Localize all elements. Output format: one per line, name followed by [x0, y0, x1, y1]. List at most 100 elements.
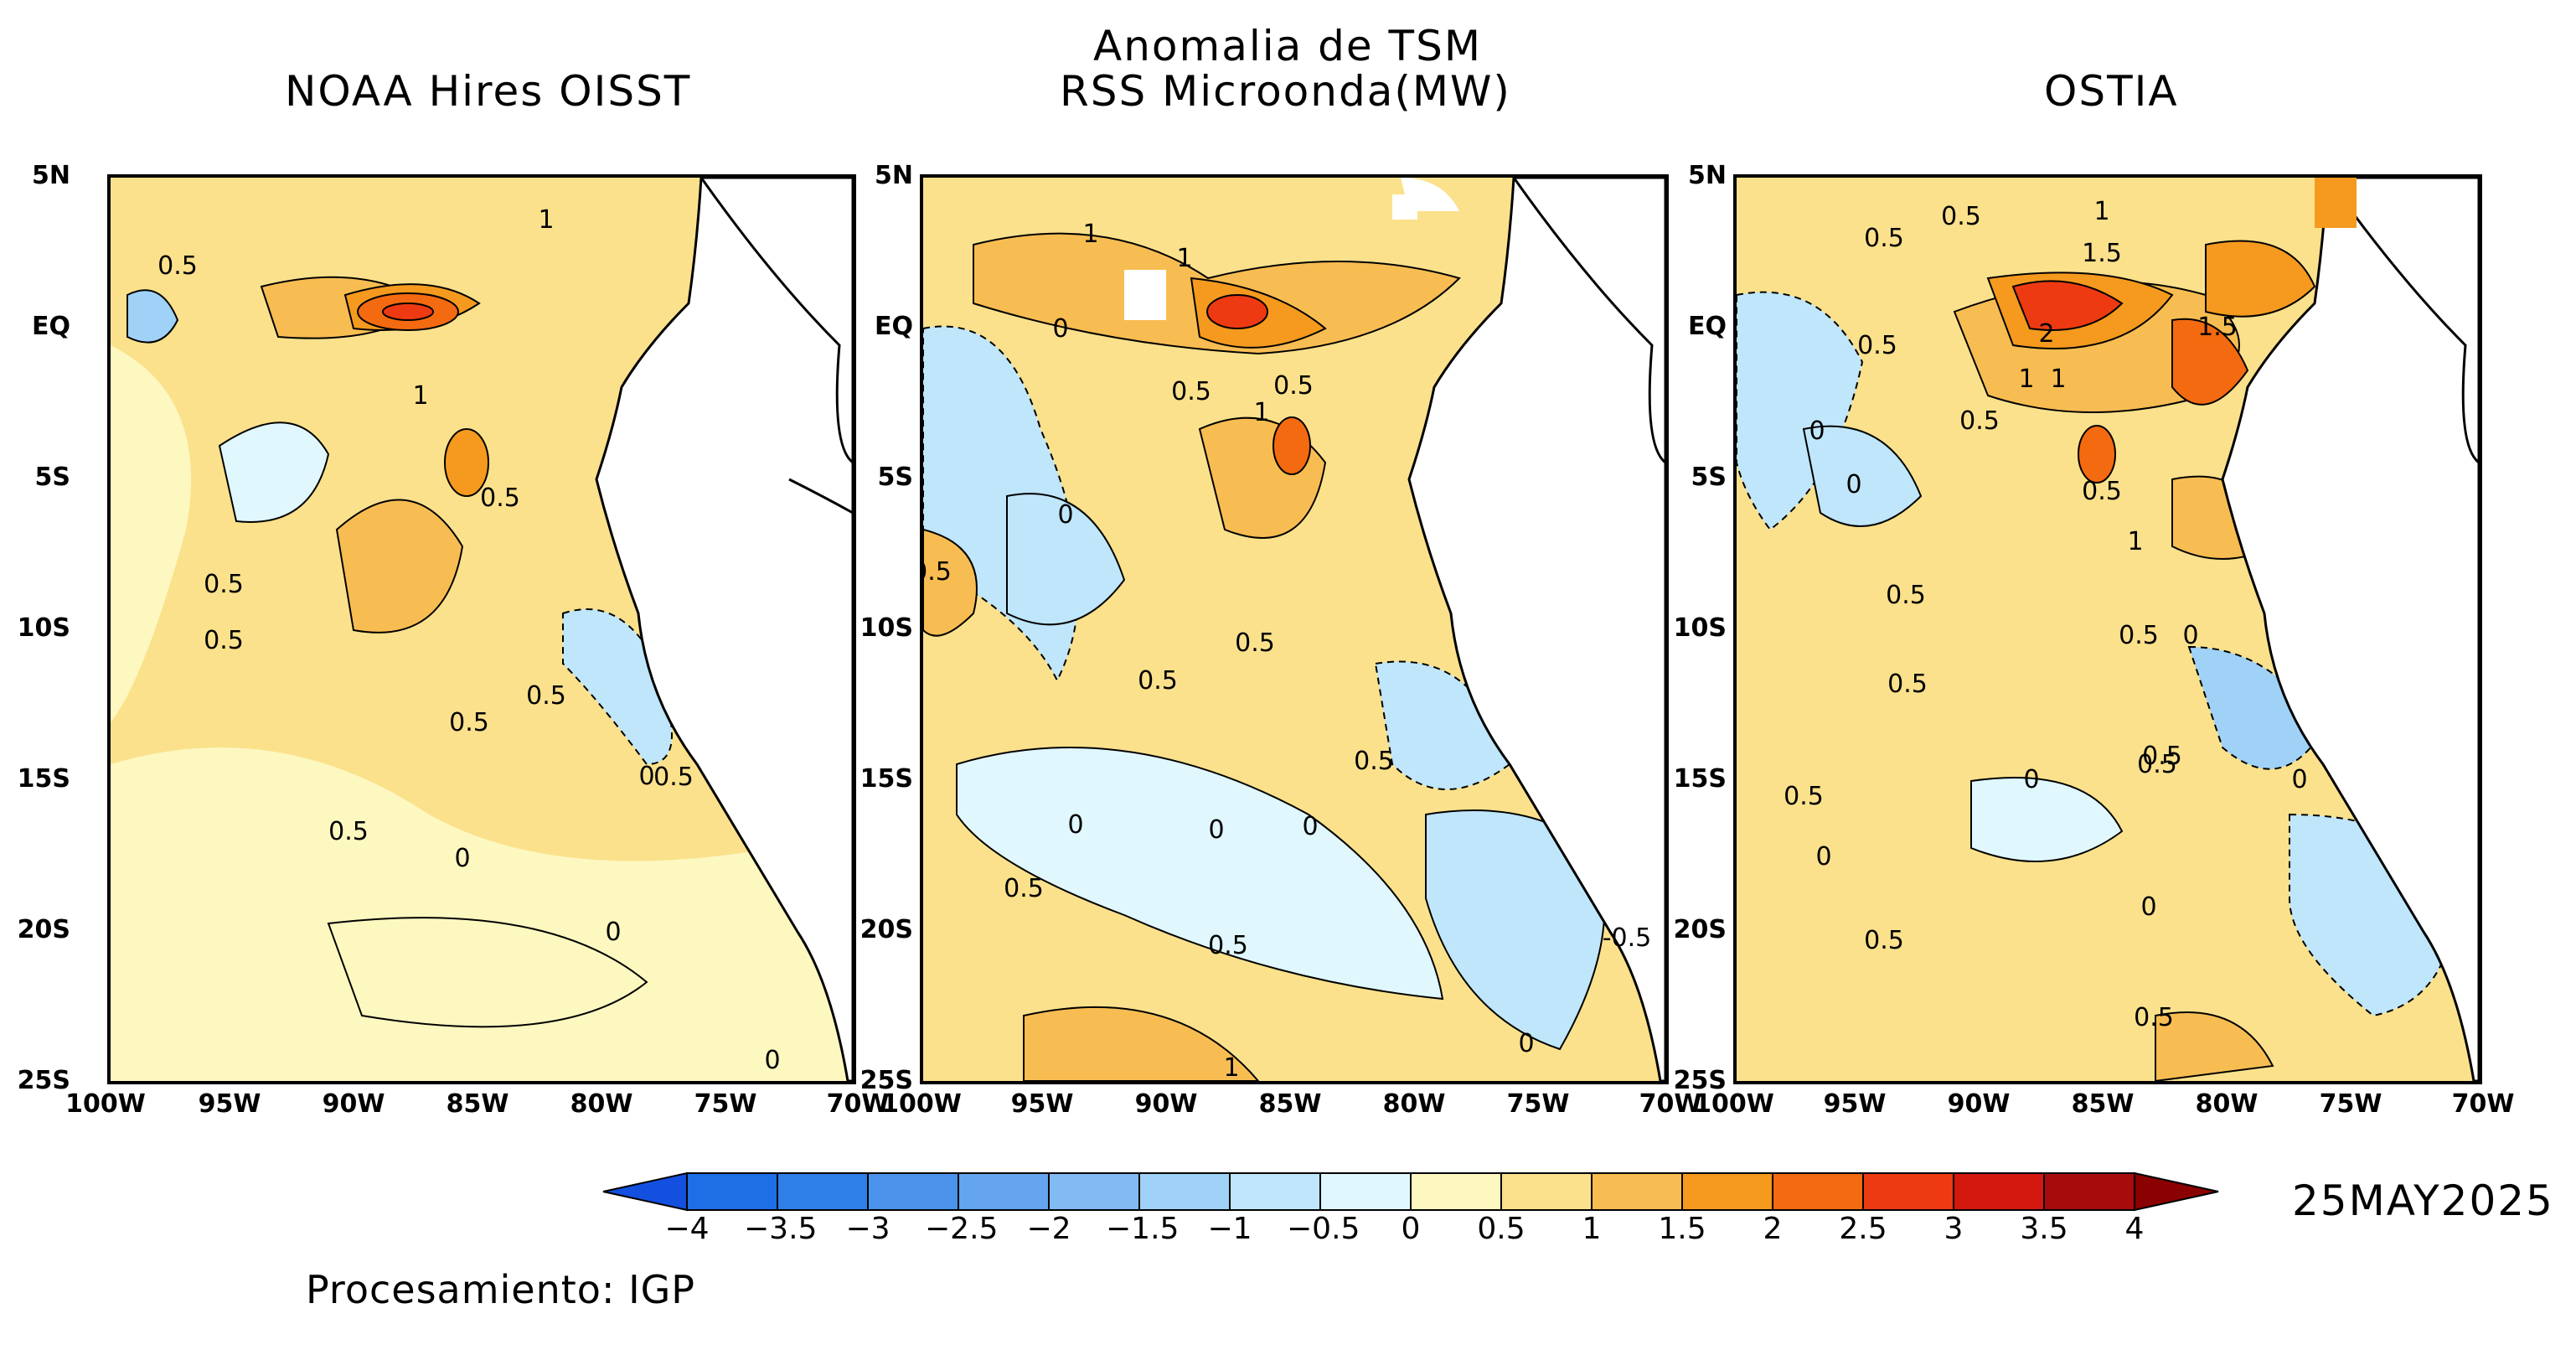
- colorbar-cell: [1591, 1172, 1683, 1211]
- contour-label: 0.5: [204, 626, 244, 655]
- ytick-eq: EQ: [32, 312, 70, 341]
- colorbar-cell: [1138, 1172, 1231, 1211]
- contour-label: 1: [1253, 398, 1269, 427]
- panel-title-oisst: NOAA Hires OISST: [285, 67, 692, 116]
- contour-label: 0: [764, 1046, 780, 1075]
- contour-label: 0: [1208, 815, 1224, 845]
- contour-label: 0.5: [1864, 224, 1904, 253]
- contour-label: 0.5: [1959, 406, 2000, 436]
- colorbar-cell: [1319, 1172, 1412, 1211]
- contour-label: 0: [1809, 416, 1825, 446]
- xtick-70w: 70W: [826, 1089, 890, 1119]
- map-oisst: 1 0.5 1 0.5 0.5 0.5 0.5 0.5 0.5 0 0.5 0 …: [111, 178, 853, 1081]
- colorbar-tick-label: 3.5: [2020, 1212, 2068, 1246]
- colorbar-cell: [777, 1172, 869, 1211]
- ytick-20s: 20S: [1673, 915, 1727, 944]
- colorbar-cell: [2043, 1172, 2135, 1211]
- contour-label: 0.5: [526, 681, 566, 711]
- contour-label: 0.5: [2134, 1003, 2174, 1032]
- xtick-75w: 75W: [2319, 1089, 2382, 1119]
- contour-label: 0.5: [1354, 747, 1394, 776]
- contour-label: 0: [1052, 314, 1068, 344]
- contour-label: 0: [2182, 621, 2198, 650]
- contour-label: 0.5: [2082, 477, 2122, 506]
- colorbar-tick-label: −1: [1207, 1212, 1252, 1246]
- xtick-95w: 95W: [198, 1089, 261, 1119]
- colorbar-tick-label: 2.5: [1839, 1212, 1887, 1246]
- contour-label: 0.5: [157, 251, 198, 281]
- xtick-80w: 80W: [570, 1089, 633, 1119]
- colorbar-tick-label: 0.5: [1477, 1212, 1525, 1246]
- colorbar-cell: [1953, 1172, 2045, 1211]
- ytick-5n: 5N: [1688, 161, 1727, 190]
- contour-label: 0.5: [1138, 666, 1178, 696]
- ytick-25s: 25S: [860, 1066, 913, 1095]
- contour-label: 1: [538, 205, 554, 235]
- contour-label: 0.5: [923, 557, 952, 587]
- colorbar-tick-label: 0: [1401, 1212, 1421, 1246]
- contour-label: 0: [1815, 842, 1831, 871]
- contour-label: 0.5: [1171, 377, 1211, 406]
- ytick-15s: 15S: [860, 764, 913, 794]
- contour-label: 1: [2018, 365, 2034, 394]
- contour-label: 0.5: [328, 817, 369, 846]
- date-label: 25MAY2025: [2292, 1177, 2554, 1225]
- footer-credit: Procesamiento: IGP: [306, 1267, 696, 1312]
- contour-label: 1: [2050, 365, 2066, 394]
- panel-title-rss: RSS Microonda(MW): [1060, 67, 1511, 116]
- xtick-75w: 75W: [1506, 1089, 1570, 1119]
- contour-label: 1: [2093, 197, 2109, 226]
- contour-label: 0.5: [204, 570, 244, 599]
- colorbar-cell: [1681, 1172, 1773, 1211]
- map-panel-ostia: 0.5 0.5 1 1.5 0.5 2 1.5 1 1 0.5 0 0 0.5 …: [1733, 174, 2482, 1084]
- contour-label: 1.5: [2082, 239, 2122, 268]
- colorbar-tick-label: 2: [1763, 1212, 1783, 1246]
- xtick-85w: 85W: [2071, 1089, 2135, 1119]
- contour-label: 0: [2291, 765, 2307, 794]
- xtick-85w: 85W: [446, 1089, 509, 1119]
- contour-labels-ostia: 0.5 0.5 1 1.5 0.5 2 1.5 1 1 0.5 0 0 0.5 …: [1784, 197, 2307, 1032]
- contour-label: 0: [1067, 810, 1083, 840]
- contour-label: 0: [1846, 470, 1861, 499]
- ytick-25s: 25S: [1673, 1066, 1727, 1095]
- colorbar-cell: [686, 1172, 778, 1211]
- map-rss: 1 1 0 0.5 0.5 1 0 0.5 0.5 0.5 0.5 0 0 0 …: [923, 178, 1665, 1081]
- ytick-5n: 5N: [32, 161, 70, 190]
- colorbar-cell: [1229, 1172, 1321, 1211]
- colorbar-tick-label: 3: [1944, 1212, 1964, 1246]
- contour-label: 0: [1518, 1029, 1534, 1058]
- colorbar-tick-label: 1.5: [1658, 1212, 1706, 1246]
- xtick-95w: 95W: [1823, 1089, 1887, 1119]
- ytick-10s: 10S: [17, 613, 70, 643]
- colorbar-tick-label: −3.5: [744, 1212, 818, 1246]
- colorbar-under-arrow: [602, 1171, 688, 1212]
- ytick-eq: EQ: [1688, 312, 1727, 341]
- contour-label: 0.5: [1235, 628, 1275, 658]
- ytick-10s: 10S: [860, 613, 913, 643]
- xtick-80w: 80W: [1382, 1089, 1446, 1119]
- contour-label: 1: [1082, 220, 1098, 249]
- contour-label: 0.5: [1941, 202, 1981, 231]
- contour-label: 0.5: [1857, 331, 1897, 360]
- contour-label: 0.5: [449, 708, 489, 737]
- map-ostia: 0.5 0.5 1 1.5 0.5 2 1.5 1 1 0.5 0 0 0.5 …: [1737, 178, 2479, 1081]
- colorbar-tick-label: 4: [2124, 1212, 2145, 1246]
- colorbar-cell: [867, 1172, 959, 1211]
- ytick-5s: 5S: [1691, 463, 1727, 492]
- contour-label: 0.5: [1864, 926, 1904, 955]
- colorbar-tick-label: −1.5: [1106, 1212, 1180, 1246]
- ytick-5s: 5S: [877, 463, 913, 492]
- colorbar-tick-label: −4: [664, 1212, 710, 1246]
- colorbar-cell: [1048, 1172, 1140, 1211]
- colorbar-cell: [1772, 1172, 1864, 1211]
- contour-label: 0.5: [2137, 750, 2177, 779]
- xtick-100w: 100W: [1694, 1089, 1774, 1119]
- ytick-20s: 20S: [17, 915, 70, 944]
- xtick-70w: 70W: [1639, 1089, 1702, 1119]
- contour-label: 0: [2023, 765, 2039, 794]
- ytick-15s: 15S: [17, 764, 70, 794]
- ytick-15s: 15S: [1673, 764, 1727, 794]
- colorbar-tick-label: 1: [1582, 1212, 1602, 1246]
- contour-label: 0.5: [480, 484, 520, 513]
- colorbar-tick-label: −2: [1026, 1212, 1071, 1246]
